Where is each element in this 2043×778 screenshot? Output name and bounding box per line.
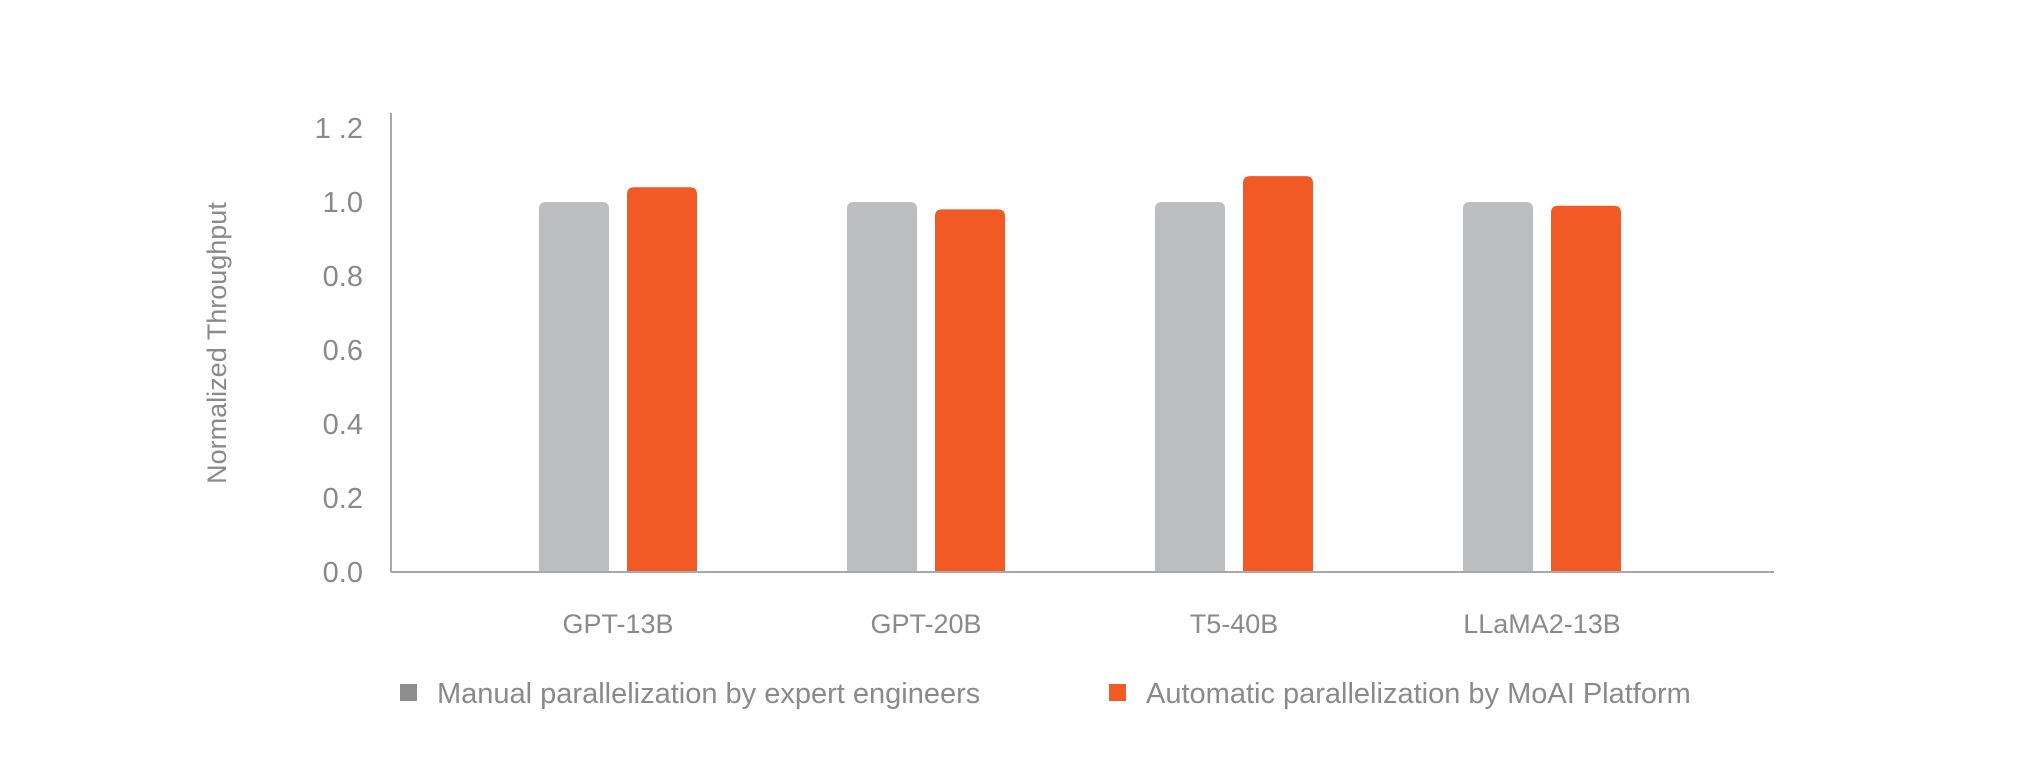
y-axis-ticks: 0.0 0.2 0.4 0.6 0.8 1.0 1 .2 <box>315 113 363 589</box>
bar-manual <box>1463 202 1533 572</box>
legend: Manual parallelization by expert enginee… <box>400 678 1691 710</box>
x-axis-labels: GPT-13B GPT-20B T5-40B LLaMA2-13B <box>562 609 1620 639</box>
y-tick-label: 1 .2 <box>315 113 363 145</box>
bar-manual <box>1155 202 1225 572</box>
y-tick-label: 0.6 <box>323 335 363 367</box>
legend-label: Manual parallelization by expert enginee… <box>437 678 980 710</box>
x-category-label: LLaMA2-13B <box>1463 609 1621 639</box>
bar-automatic <box>1243 176 1313 572</box>
legend-swatch <box>400 684 417 701</box>
y-tick-label: 0.0 <box>323 557 363 589</box>
x-category-label: GPT-13B <box>562 609 673 639</box>
legend-label: Automatic parallelization by MoAI Platfo… <box>1146 678 1691 710</box>
y-tick-label: 0.2 <box>323 483 363 515</box>
y-axis-title-group: Normalized Throughput <box>202 202 232 484</box>
bar-automatic <box>627 187 697 572</box>
axes-group <box>390 113 1774 573</box>
bar-manual <box>847 202 917 572</box>
x-category-label: GPT-20B <box>870 609 981 639</box>
bar-manual <box>539 202 609 572</box>
y-tick-label: 1.0 <box>323 187 363 219</box>
bar-automatic <box>935 209 1005 572</box>
legend-swatch <box>1109 684 1126 701</box>
x-category-label: T5-40B <box>1190 609 1279 639</box>
bars-group <box>539 176 1621 572</box>
y-tick-label: 0.4 <box>323 409 363 441</box>
y-axis-title: Normalized Throughput <box>202 202 232 484</box>
bar-automatic <box>1551 205 1621 572</box>
y-tick-label: 0.8 <box>323 261 363 293</box>
